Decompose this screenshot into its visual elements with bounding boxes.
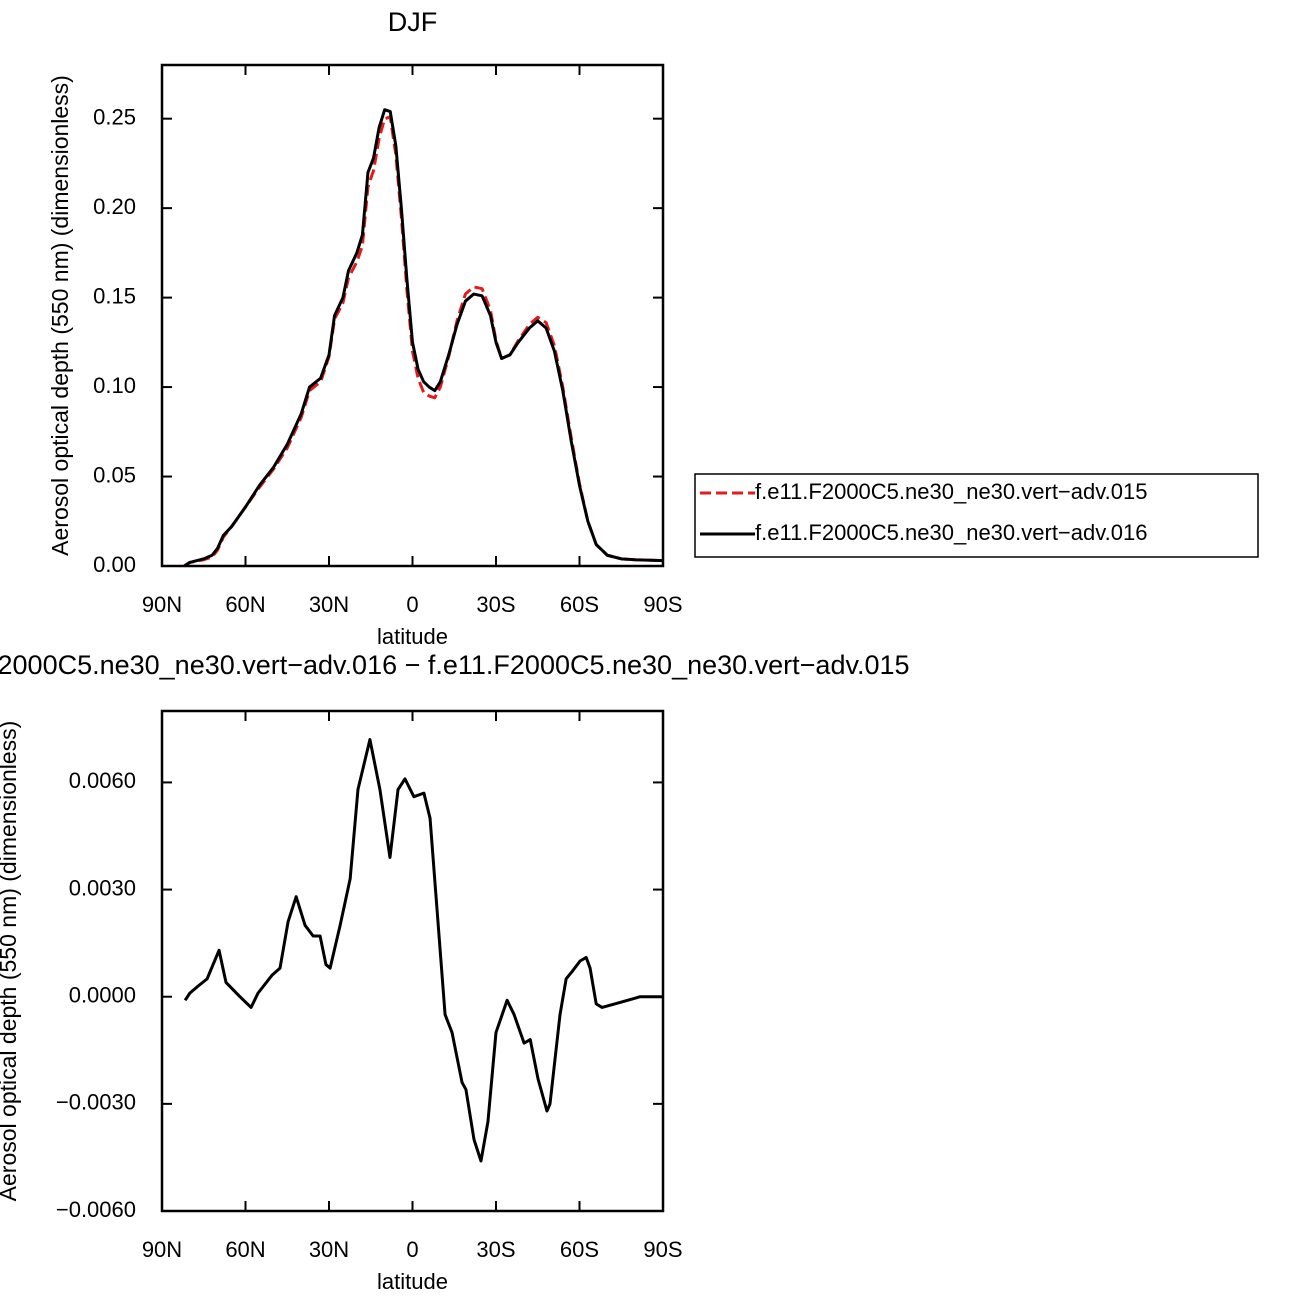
legend-box <box>694 473 1259 558</box>
data-line <box>183 108 664 568</box>
data-line <box>183 738 663 1163</box>
y-tick-label: 0.05 <box>93 462 136 487</box>
y-tick-label: 0.25 <box>93 104 136 129</box>
x-tick-label: 60S <box>560 1237 599 1262</box>
x-tick-label: 90N <box>142 592 182 617</box>
y-tick-label: 0.0060 <box>69 768 136 793</box>
x-axis-label: latitude <box>377 1269 448 1294</box>
x-tick-label: 30N <box>309 1237 349 1262</box>
y-axis-label: Aerosol optical depth (550 nm) (dimensio… <box>0 721 21 1202</box>
data-line <box>183 115 664 568</box>
y-tick-label: 0.0030 <box>69 875 136 900</box>
y-tick-label: 0.00 <box>93 552 136 577</box>
x-tick-label: 30S <box>476 1237 515 1262</box>
x-tick-label: 60N <box>225 1237 265 1262</box>
y-tick-label: 0.15 <box>93 283 136 308</box>
legend-label: f.e11.F2000C5.ne30_ne30.vert−adv.016 <box>755 520 1147 545</box>
y-tick-label: 0.10 <box>93 373 136 398</box>
y-tick-label: −0.0060 <box>56 1197 136 1222</box>
y-tick-label: 0.20 <box>93 194 136 219</box>
x-tick-label: 90S <box>643 1237 682 1262</box>
legend-label: f.e11.F2000C5.ne30_ne30.vert−adv.015 <box>755 479 1147 504</box>
plot-frame <box>160 63 665 568</box>
x-tick-label: 30S <box>476 592 515 617</box>
x-axis-label: latitude <box>377 624 448 649</box>
x-tick-label: 0 <box>406 1237 418 1262</box>
y-tick-label: −0.0030 <box>56 1090 136 1115</box>
x-tick-label: 60S <box>560 592 599 617</box>
chart-title: DJF <box>388 7 438 37</box>
x-tick-label: 60N <box>225 592 265 617</box>
x-tick-label: 30N <box>309 592 349 617</box>
y-tick-label: 0.0000 <box>69 983 136 1008</box>
chart-title: f.e11.F2000C5.ne30_ne30.vert−adv.016 − f… <box>0 650 910 680</box>
x-tick-label: 90N <box>142 1237 182 1262</box>
y-axis-label: Aerosol optical depth (550 nm) (dimensio… <box>47 75 73 556</box>
x-tick-label: 0 <box>406 592 418 617</box>
x-tick-label: 90S <box>643 592 682 617</box>
plot-frame <box>160 709 665 1213</box>
